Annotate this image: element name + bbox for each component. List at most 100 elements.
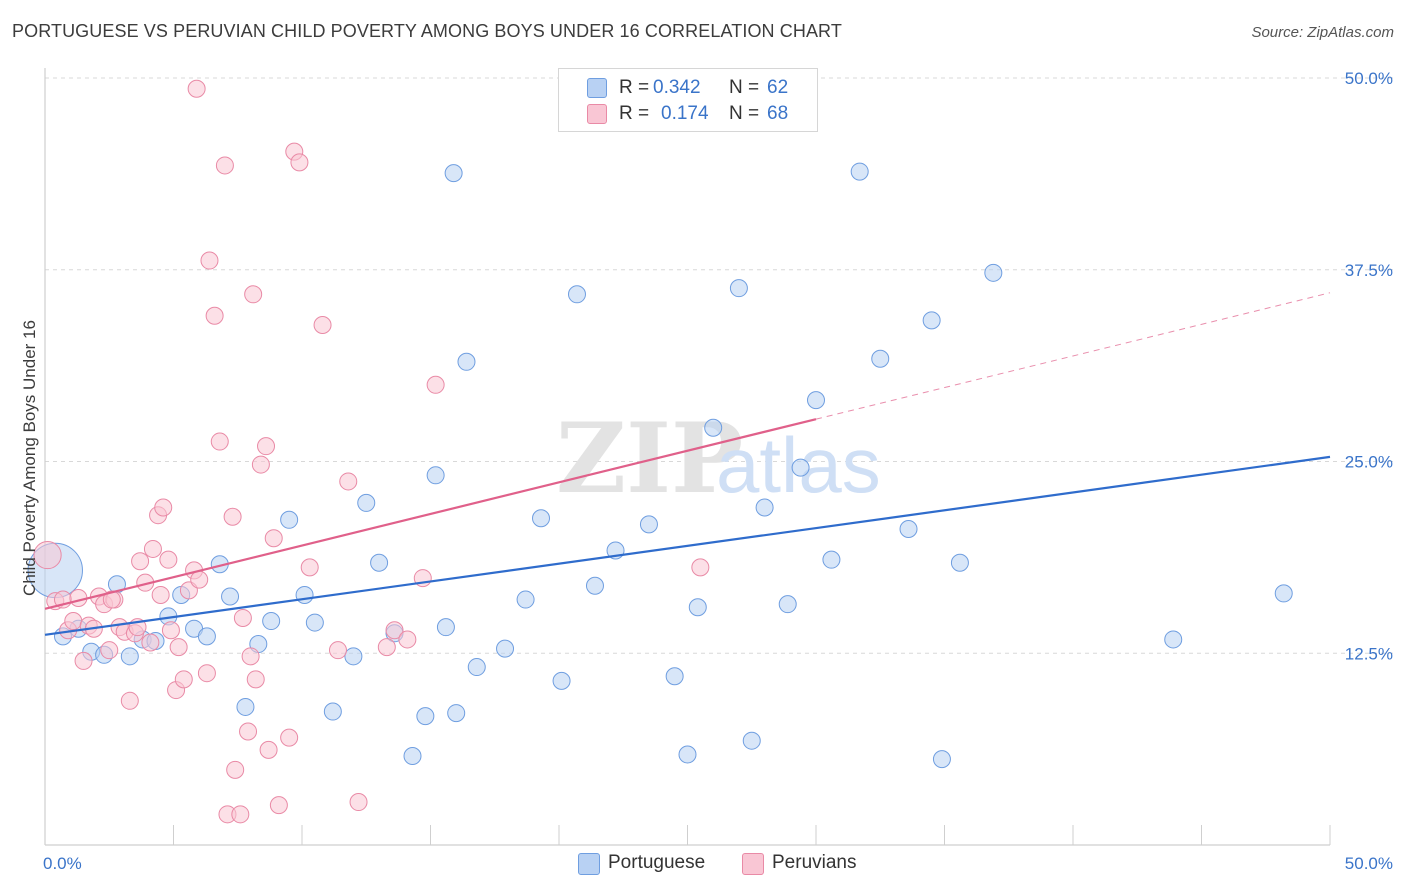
n-label: N =	[729, 103, 760, 124]
legend-stats: R = 0.342 N = 62 R = 0.174 N = 68	[558, 68, 818, 132]
peruvians-point	[269, 796, 288, 815]
portuguese-point	[665, 667, 684, 686]
peruvians-point	[377, 638, 396, 657]
peruvians-point	[159, 550, 178, 569]
peruvians-point	[241, 647, 260, 666]
n-label: N =	[729, 77, 760, 98]
portuguese-point	[344, 647, 363, 666]
portuguese-point	[323, 702, 342, 721]
portuguese-point	[552, 671, 571, 690]
peruvians-point	[226, 760, 245, 779]
portuguese-point	[197, 627, 216, 646]
portuguese-point	[120, 647, 139, 666]
portuguese-point	[436, 618, 455, 637]
source-label: Source: ZipAtlas.com	[1251, 24, 1394, 41]
peruvians-point	[141, 633, 160, 652]
peruvians-point	[161, 621, 180, 640]
peruvians-point	[257, 437, 276, 456]
legend-series: Portuguese Peruvians	[0, 852, 1406, 878]
y-tick-label: 50.0%	[1345, 69, 1393, 88]
r-label: R =	[619, 103, 650, 124]
portuguese-point	[585, 576, 604, 595]
portuguese-point	[357, 493, 376, 512]
peruvians-point	[244, 285, 263, 304]
peruvians-point	[169, 638, 188, 657]
peruvians-point	[264, 529, 283, 548]
peruvians-trend-line	[44, 418, 817, 610]
portuguese-point	[403, 747, 422, 766]
peruvians-point	[143, 539, 162, 558]
peruvians-point	[174, 670, 193, 689]
peruvians-point	[100, 641, 119, 660]
portuguese-point	[950, 553, 969, 572]
portuguese-point	[899, 519, 918, 538]
portuguese-swatch	[578, 853, 600, 875]
portuguese-point	[496, 639, 515, 658]
portuguese-point	[416, 707, 435, 726]
portuguese-point	[922, 311, 941, 330]
watermark: ZIP atlas	[556, 402, 881, 515]
portuguese-point	[639, 515, 658, 534]
peruvians-point	[200, 251, 219, 270]
peruvians-point	[215, 156, 234, 175]
peruvians-point	[691, 558, 710, 577]
peruvians-points	[33, 79, 710, 824]
portuguese-point	[221, 587, 240, 606]
portuguese-point	[370, 553, 389, 572]
portuguese-point	[532, 509, 551, 528]
portuguese-point	[467, 658, 486, 677]
x-tick-label: 50.0%	[1345, 854, 1393, 873]
peruvians-point	[339, 472, 358, 491]
peruvians-point	[290, 153, 309, 172]
y-tick-label: 37.5%	[1345, 261, 1393, 280]
r-value: 0.342	[653, 77, 701, 98]
peruvians-point	[313, 315, 332, 334]
peruvians-point	[151, 585, 170, 604]
portuguese-point	[871, 349, 890, 368]
peruvians-point	[385, 621, 404, 640]
portuguese-point	[850, 162, 869, 181]
peruvians-point	[349, 793, 368, 812]
peruvians-point	[210, 432, 229, 451]
peruvians-point	[398, 630, 417, 649]
chart-title: PORTUGUESE VS PERUVIAN CHILD POVERTY AMO…	[12, 21, 842, 41]
peruvians-point	[300, 558, 319, 577]
portuguese-point	[516, 590, 535, 609]
peruvians-point	[251, 455, 270, 474]
portuguese-point	[807, 391, 825, 410]
peruvians-point	[187, 79, 206, 98]
grid-lines	[45, 77, 1395, 654]
portuguese-point	[444, 164, 463, 183]
n-value: 68	[767, 103, 789, 124]
portuguese-point	[1274, 584, 1293, 603]
portuguese-point	[822, 550, 841, 569]
portuguese-swatch	[587, 78, 607, 98]
peruvians-point	[74, 651, 93, 670]
portuguese-point	[1164, 630, 1183, 649]
tick-labels: 12.5% 25.0% 37.5% 50.0% 0.0% 50.0%	[43, 69, 1393, 873]
peruvians-point	[223, 507, 242, 526]
peruvians-point	[426, 375, 445, 394]
portuguese-point	[742, 731, 761, 750]
peruvians-point	[64, 612, 83, 631]
portuguese-point	[236, 697, 255, 716]
peruvians-point	[197, 664, 216, 683]
peruvians-point	[102, 590, 121, 609]
y-tick-label: 25.0%	[1345, 453, 1393, 472]
portuguese-trend-line	[44, 455, 1331, 636]
peruvians-point	[328, 641, 347, 660]
portuguese-point	[755, 498, 774, 517]
peruvians-point	[190, 570, 209, 589]
portuguese-point	[791, 458, 810, 477]
portuguese-point	[778, 595, 797, 614]
peruvians-point	[154, 498, 173, 517]
y-axis-title: Child Poverty Among Boys Under 16	[20, 320, 39, 596]
peruvians-swatch	[587, 104, 607, 124]
portuguese-point	[729, 279, 748, 298]
peruvians-point	[280, 728, 299, 747]
peruvians-point	[33, 540, 62, 570]
legend-label: Peruvians	[772, 852, 857, 873]
r-label: R =	[619, 77, 650, 98]
portuguese-point	[984, 263, 1003, 282]
axes	[44, 68, 1331, 846]
